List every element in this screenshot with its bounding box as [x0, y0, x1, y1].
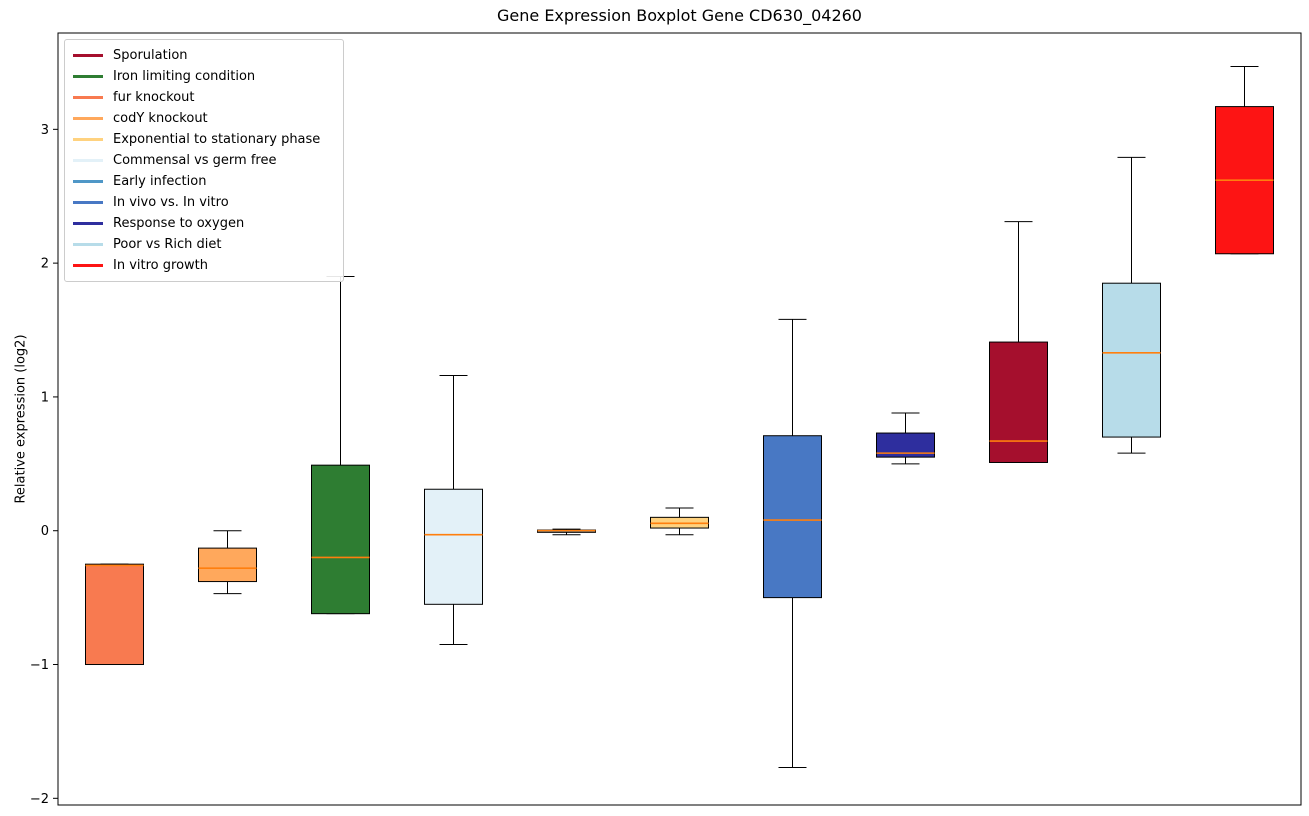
plot-frame [57, 32, 1302, 806]
legend-swatch-exponential-to-stationary-phase [73, 138, 103, 141]
legend-label-iron-limiting-condition: Iron limiting condition [113, 69, 256, 84]
box-in-vivo-vs-in-vitro [763, 435, 822, 599]
y-tick-label: 0 [41, 524, 49, 539]
box-poor-vs-rich-diet [1102, 282, 1161, 438]
legend-label-response-to-oxygen: Response to oxygen [113, 216, 245, 231]
legend-swatch-poor-vs-rich-diet [73, 243, 103, 246]
legend-item-cody-knockout: codY knockout [73, 108, 335, 129]
legend-swatch-sporulation [73, 54, 103, 57]
legend-swatch-commensal-vs-germ-free [73, 159, 103, 162]
legend-item-response-to-oxygen: Response to oxygen [73, 213, 335, 234]
legend-item-in-vivo-vs-in-vitro: In vivo vs. In vitro [73, 192, 335, 213]
box-fur-knockout [85, 563, 144, 666]
legend-label-in-vitro-growth: In vitro growth [113, 258, 208, 273]
legend-label-early-infection: Early infection [113, 174, 207, 189]
legend-swatch-cody-knockout [73, 117, 103, 120]
legend-label-commensal-vs-germ-free: Commensal vs germ free [113, 153, 277, 168]
legend-swatch-in-vitro-growth [73, 264, 103, 267]
legend-swatch-in-vivo-vs-in-vitro [73, 201, 103, 204]
y-tick-label: 2 [41, 257, 49, 272]
chart-title: Gene Expression Boxplot Gene CD630_04260 [497, 6, 862, 25]
legend-item-early-infection: Early infection [73, 171, 335, 192]
y-axis-label: Relative expression (log2) [13, 334, 29, 504]
legend-swatch-fur-knockout [73, 96, 103, 99]
box-iron-limiting-condition [311, 464, 370, 615]
legend-label-exponential-to-stationary-phase: Exponential to stationary phase [113, 132, 321, 147]
legend-item-sporulation: Sporulation [73, 45, 335, 66]
legend-item-commensal-vs-germ-free: Commensal vs germ free [73, 150, 335, 171]
y-tick-label: 3 [41, 123, 49, 138]
legend-swatch-iron-limiting-condition [73, 75, 103, 78]
legend-label-sporulation: Sporulation [113, 48, 188, 63]
legend: Sporulation Iron limiting condition fur kn… [64, 39, 344, 282]
y-tick-label: 1 [41, 390, 49, 405]
box-cody-knockout [198, 547, 257, 583]
legend-label-in-vivo-vs-in-vitro: In vivo vs. In vitro [113, 195, 229, 210]
legend-label-cody-knockout: codY knockout [113, 111, 208, 126]
y-tick-label: −1 [30, 658, 49, 673]
legend-label-fur-knockout: fur knockout [113, 90, 195, 105]
box-sporulation [989, 341, 1048, 463]
y-tick-label: −2 [30, 792, 49, 807]
legend-item-iron-limiting-condition: Iron limiting condition [73, 66, 335, 87]
legend-item-fur-knockout: fur knockout [73, 87, 335, 108]
legend-swatch-response-to-oxygen [73, 222, 103, 225]
box-commensal-vs-germ-free [424, 488, 483, 605]
legend-item-in-vitro-growth: In vitro growth [73, 255, 335, 276]
legend-item-poor-vs-rich-diet: Poor vs Rich diet [73, 234, 335, 255]
legend-label-poor-vs-rich-diet: Poor vs Rich diet [113, 237, 222, 252]
legend-item-exponential-to-stationary-phase: Exponential to stationary phase [73, 129, 335, 150]
legend-swatch-early-infection [73, 180, 103, 183]
